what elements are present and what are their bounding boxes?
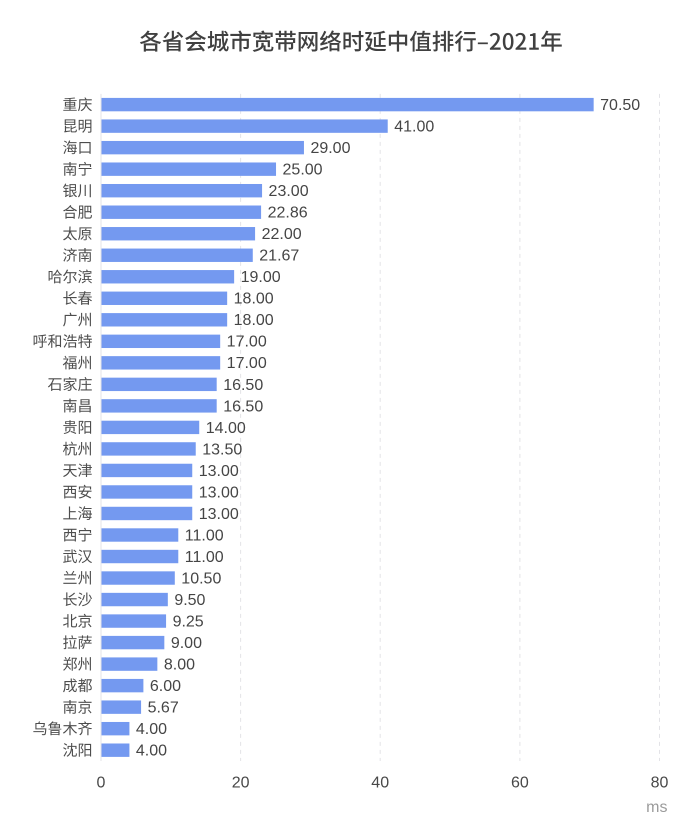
svg-text:29.00: 29.00 (310, 140, 350, 157)
svg-text:16.50: 16.50 (223, 377, 263, 394)
svg-text:19.00: 19.00 (241, 269, 281, 286)
svg-text:17.00: 17.00 (227, 334, 267, 351)
svg-text:9.00: 9.00 (171, 635, 202, 652)
svg-text:13.50: 13.50 (202, 441, 242, 458)
svg-text:20: 20 (232, 775, 250, 792)
svg-text:8.00: 8.00 (164, 657, 195, 674)
svg-text:11.00: 11.00 (185, 549, 224, 566)
svg-text:9.50: 9.50 (174, 592, 205, 609)
svg-text:18.00: 18.00 (234, 312, 274, 329)
svg-text:16.50: 16.50 (223, 398, 263, 415)
svg-text:70.50: 70.50 (600, 97, 640, 114)
svg-text:0: 0 (97, 775, 106, 792)
svg-text:14.00: 14.00 (206, 420, 246, 437)
svg-text:4.00: 4.00 (136, 743, 167, 760)
svg-text:17.00: 17.00 (227, 355, 267, 372)
svg-text:22.00: 22.00 (262, 226, 302, 243)
svg-text:9.25: 9.25 (173, 613, 204, 630)
svg-text:6.00: 6.00 (150, 678, 181, 695)
svg-text:11.00: 11.00 (185, 527, 224, 544)
svg-text:13.00: 13.00 (199, 484, 239, 501)
svg-text:13.00: 13.00 (199, 506, 239, 523)
svg-text:23.00: 23.00 (269, 183, 309, 200)
svg-text:60: 60 (511, 775, 529, 792)
svg-text:25.00: 25.00 (283, 162, 323, 179)
svg-text:4.00: 4.00 (136, 721, 167, 738)
svg-text:80: 80 (651, 775, 669, 792)
svg-text:13.00: 13.00 (199, 463, 239, 480)
svg-text:18.00: 18.00 (234, 291, 274, 308)
svg-text:40: 40 (371, 775, 389, 792)
svg-text:21.67: 21.67 (259, 248, 299, 265)
svg-text:ms: ms (646, 799, 667, 816)
svg-text:22.86: 22.86 (268, 205, 308, 222)
svg-text:5.67: 5.67 (148, 700, 179, 717)
svg-text:10.50: 10.50 (181, 570, 221, 587)
svg-text:41.00: 41.00 (394, 119, 434, 136)
